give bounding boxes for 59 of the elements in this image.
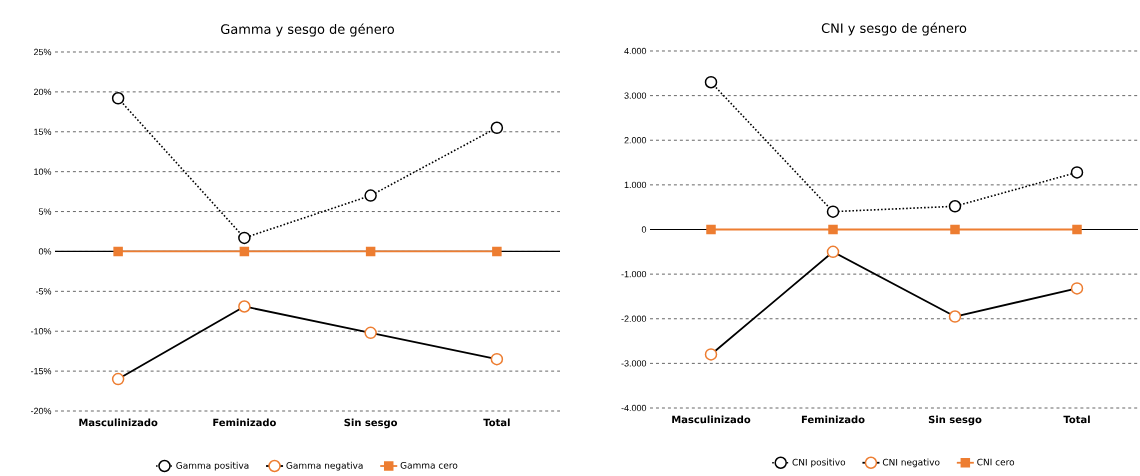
- point: [364, 189, 377, 202]
- chart-title: Gamma y sesgo de género: [221, 23, 395, 37]
- y-tick-label: 0: [641, 226, 647, 233]
- point: [948, 310, 962, 323]
- y-tick-label: 3.000: [624, 92, 647, 99]
- y-tick-label: 1.000: [624, 181, 647, 189]
- point: [239, 246, 250, 257]
- x-tick-label: Sin sesgo: [928, 415, 982, 426]
- point: [828, 224, 838, 235]
- legend-label: CNI negativo: [882, 458, 940, 468]
- y-tick-label: 10%: [34, 168, 52, 175]
- y-tick-label: 20%: [33, 88, 52, 96]
- point: [111, 92, 125, 105]
- legend-label: Gamma cero: [400, 461, 458, 469]
- point: [706, 224, 716, 235]
- x-tick-label: Feminizado: [213, 418, 276, 427]
- y-tick-label: -1.000: [621, 270, 647, 278]
- y-tick-label: 25%: [33, 48, 52, 56]
- point: [826, 205, 840, 218]
- y-tick-label: -5%: [35, 288, 52, 295]
- legend-label: Gamma negativa: [286, 461, 363, 471]
- y-tick-label: -20%: [30, 407, 52, 415]
- point: [490, 352, 504, 366]
- y-tick-label: 15%: [34, 128, 52, 135]
- point: [113, 246, 123, 257]
- y-tick-label: -2.000: [621, 315, 647, 322]
- y-tick-label: -3.000: [621, 360, 647, 367]
- x-tick-label: Feminizado: [801, 415, 865, 424]
- y-tick-label: 4.000: [624, 47, 647, 55]
- chart-title: CNI y sesgo de género: [821, 22, 967, 36]
- legend-label: Gamma positiva: [176, 461, 249, 471]
- x-tick-label: Total: [1063, 415, 1090, 424]
- point: [1070, 166, 1084, 179]
- y-tick-label: 2.000: [624, 137, 647, 144]
- point: [365, 246, 376, 257]
- point: [948, 200, 962, 213]
- point: [492, 246, 502, 257]
- x-tick-label: Masculinizado: [79, 418, 158, 427]
- point: [1070, 282, 1084, 295]
- point: [238, 300, 251, 313]
- x-tick-label: Sin sesgo: [344, 418, 398, 429]
- point: [826, 245, 840, 259]
- y-tick-label: -15%: [30, 367, 52, 375]
- point: [704, 348, 718, 361]
- point: [364, 326, 377, 340]
- point: [1072, 224, 1082, 235]
- y-tick-label: -10%: [30, 328, 52, 335]
- point: [704, 75, 718, 89]
- legend-label: CNI positivo: [792, 458, 846, 468]
- y-tick-label: 5%: [38, 208, 52, 215]
- x-tick-label: Total: [483, 418, 510, 427]
- y-tick-label: 0%: [38, 248, 52, 255]
- y-tick-label: -4.000: [621, 404, 647, 412]
- point: [490, 121, 504, 135]
- point: [950, 224, 960, 235]
- x-tick-label: Masculinizado: [672, 415, 751, 424]
- point: [111, 372, 125, 386]
- legend-label: CNI cero: [977, 458, 1015, 466]
- point: [238, 231, 251, 245]
